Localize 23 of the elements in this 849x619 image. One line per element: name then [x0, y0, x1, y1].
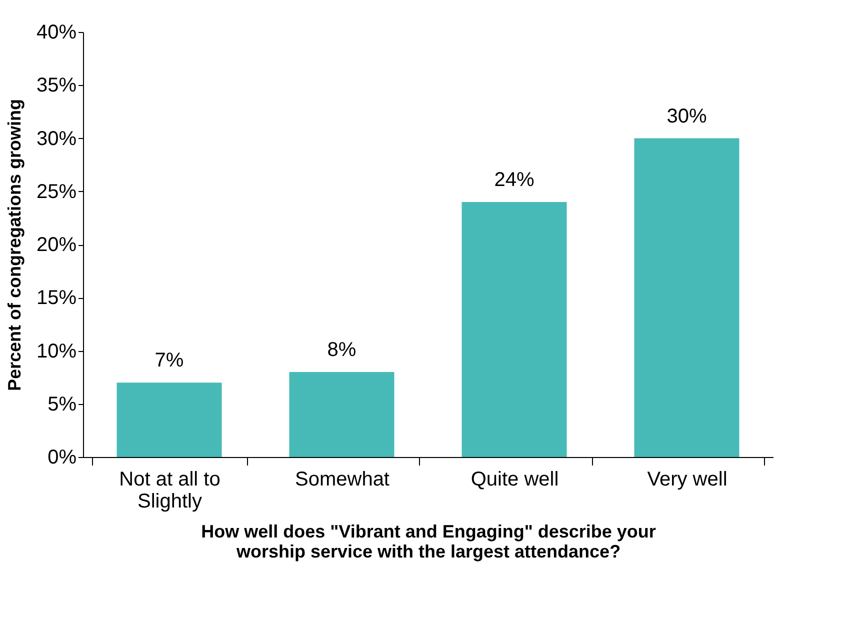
y-tick-label: 5% — [48, 393, 77, 416]
bar — [116, 382, 222, 457]
bar — [634, 138, 740, 457]
y-tick-label: 40% — [36, 22, 77, 44]
y-tick-label: 20% — [36, 234, 77, 256]
y-tick-label: 15% — [36, 287, 77, 310]
x-tick-label: Not at all to Slightly — [119, 468, 220, 512]
data-label: 8% — [327, 339, 356, 361]
y-tick-label: 10% — [36, 340, 77, 362]
bar — [462, 202, 567, 457]
y-axis-title: Percent of congregations growing — [4, 98, 24, 392]
y-tick-label: 0% — [48, 446, 77, 468]
data-label: 7% — [154, 350, 184, 372]
x-tick-label: Somewhat — [295, 468, 390, 490]
y-tick-label: 30% — [36, 128, 77, 150]
bar — [289, 372, 394, 457]
y-tick-label: 25% — [36, 180, 77, 203]
x-tick-label: Very well — [647, 468, 728, 490]
data-label: 24% — [494, 169, 534, 191]
y-tick-label: 35% — [36, 74, 77, 97]
x-tick-label: Quite well — [470, 468, 559, 490]
data-label: 30% — [666, 105, 707, 128]
x-axis-title: How well does "Vibrant and Engaging" describe your worship service with the largest attendance? — [201, 522, 656, 562]
